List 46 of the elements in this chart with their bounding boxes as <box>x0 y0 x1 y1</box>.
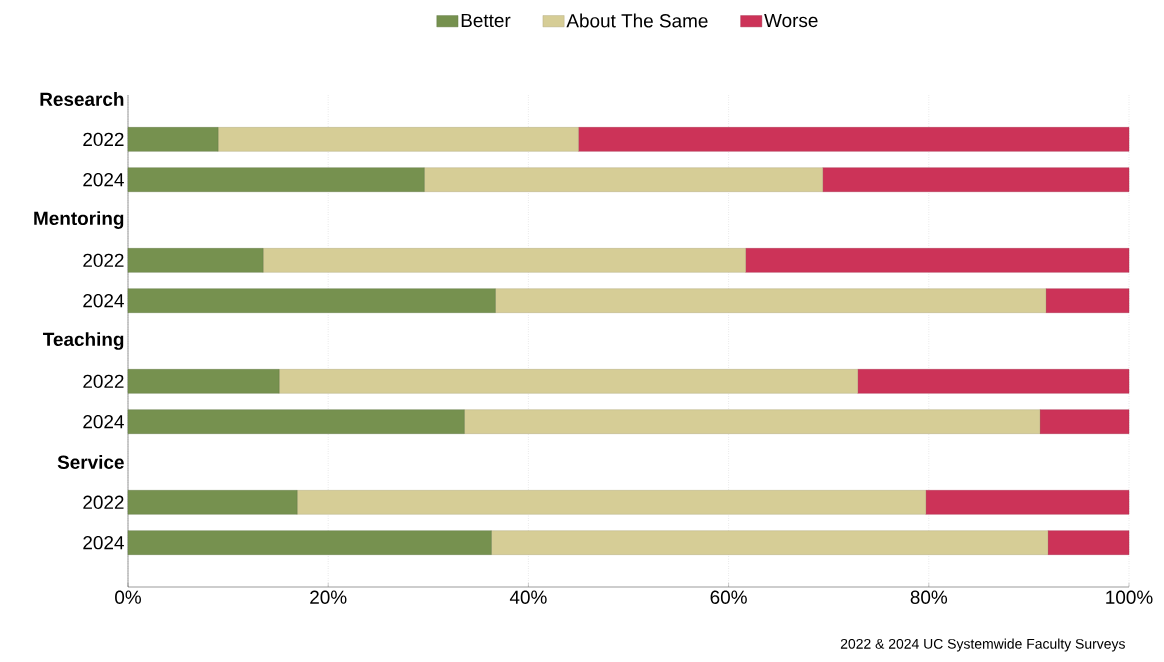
bar <box>217 127 579 152</box>
bar <box>1047 530 1130 555</box>
y-tick-label: 2024 <box>83 414 124 429</box>
x-tick-label: 0% <box>115 590 141 604</box>
y-tick-label: 2024 <box>83 535 124 550</box>
bar <box>127 409 465 434</box>
y-tick-label: Service <box>57 455 124 469</box>
bar <box>857 369 1130 394</box>
x-tick-label: 100% <box>1106 590 1153 604</box>
bar <box>424 167 823 192</box>
bar <box>495 288 1047 313</box>
bar <box>296 490 926 515</box>
legend-label: Worse <box>764 13 818 28</box>
x-tick-label: 40% <box>509 590 547 604</box>
x-tick-label: 60% <box>710 590 747 604</box>
legend-label: About The Same <box>566 13 708 28</box>
bar <box>278 369 858 394</box>
bar <box>1045 288 1130 313</box>
bar <box>127 248 264 273</box>
bar <box>127 369 280 394</box>
bar <box>491 530 1049 555</box>
bar <box>262 248 746 273</box>
bar <box>1039 409 1130 434</box>
x-tick-label: 80% <box>910 590 948 604</box>
y-tick-label: 2022 <box>83 495 124 510</box>
y-tick-label: 2024 <box>83 172 124 187</box>
bar <box>822 167 1130 192</box>
y-tick-label: Research <box>40 92 124 106</box>
bar <box>925 490 1130 515</box>
bar <box>127 490 298 515</box>
text: 2022 & 2024 UC Systemwide Faculty Surveys <box>840 638 1125 652</box>
bar <box>127 127 219 152</box>
y-tick-label: Teaching <box>43 332 124 350</box>
bar <box>127 530 492 555</box>
bar <box>127 167 425 192</box>
x-tick-label: 20% <box>310 590 347 604</box>
bar <box>464 409 1041 434</box>
y-tick-label: 2022 <box>83 132 124 147</box>
y-tick-label: Mentoring <box>34 211 124 229</box>
legend-label: Better <box>461 13 511 28</box>
bar <box>127 288 496 313</box>
y-tick-label: 2022 <box>83 253 124 268</box>
bar <box>745 248 1130 273</box>
bar <box>578 127 1130 152</box>
y-tick-label: 2024 <box>83 293 124 308</box>
y-tick-label: 2022 <box>83 374 124 389</box>
